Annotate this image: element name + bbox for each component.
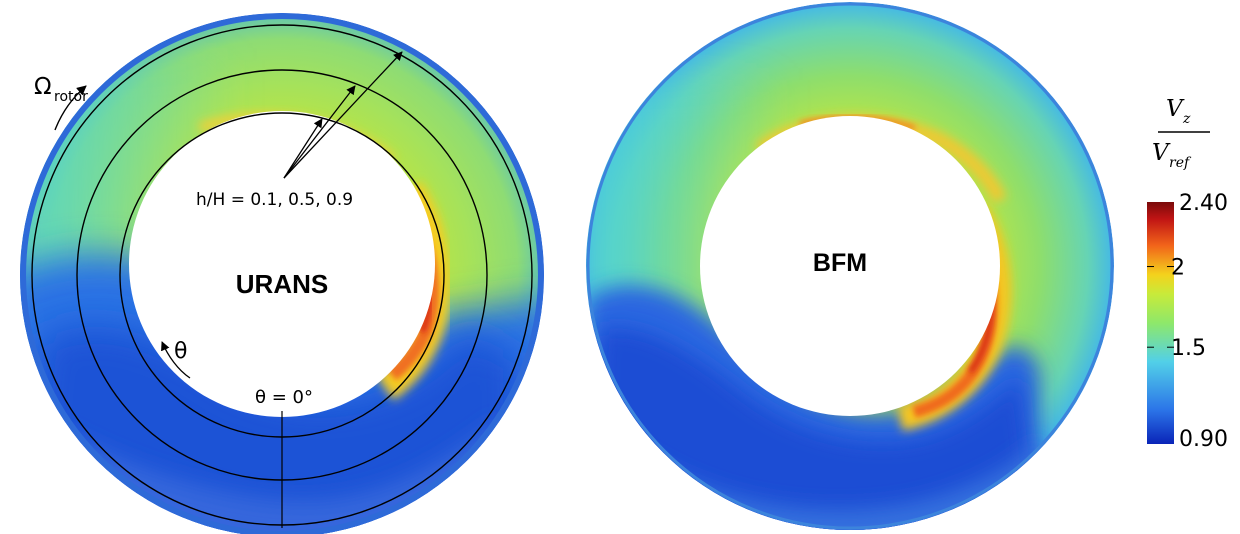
bfm-panel-label: BFM bbox=[813, 249, 867, 277]
colorbar-tick-label: 2.40 bbox=[1179, 191, 1228, 216]
bfm-panel: BFM bbox=[570, 2, 1114, 534]
urans-hub bbox=[129, 111, 435, 417]
theta-zero-label: θ = 0° bbox=[255, 387, 313, 408]
colorbar-tick-label: 2 bbox=[1171, 256, 1185, 281]
colorbar-denominator-sub: ref bbox=[1169, 155, 1192, 171]
omega-symbol: Ω bbox=[34, 74, 52, 100]
omega-subscript: rotor bbox=[54, 89, 88, 105]
theta-label: θ bbox=[174, 339, 187, 364]
urans-panel-label: URANS bbox=[236, 269, 328, 299]
colorbar-scale bbox=[1147, 202, 1174, 444]
colorbar-tick-label: 1.5 bbox=[1171, 336, 1206, 361]
span-label: h/H = 0.1, 0.5, 0.9 bbox=[196, 190, 353, 210]
urans-panel: Ω rotor θ h/H = 0.1, 0.5, 0.9 URANS θ = … bbox=[0, 13, 560, 534]
colorbar-numerator-sub: z bbox=[1182, 111, 1191, 127]
colorbar-tick-label: 0.90 bbox=[1179, 427, 1228, 452]
